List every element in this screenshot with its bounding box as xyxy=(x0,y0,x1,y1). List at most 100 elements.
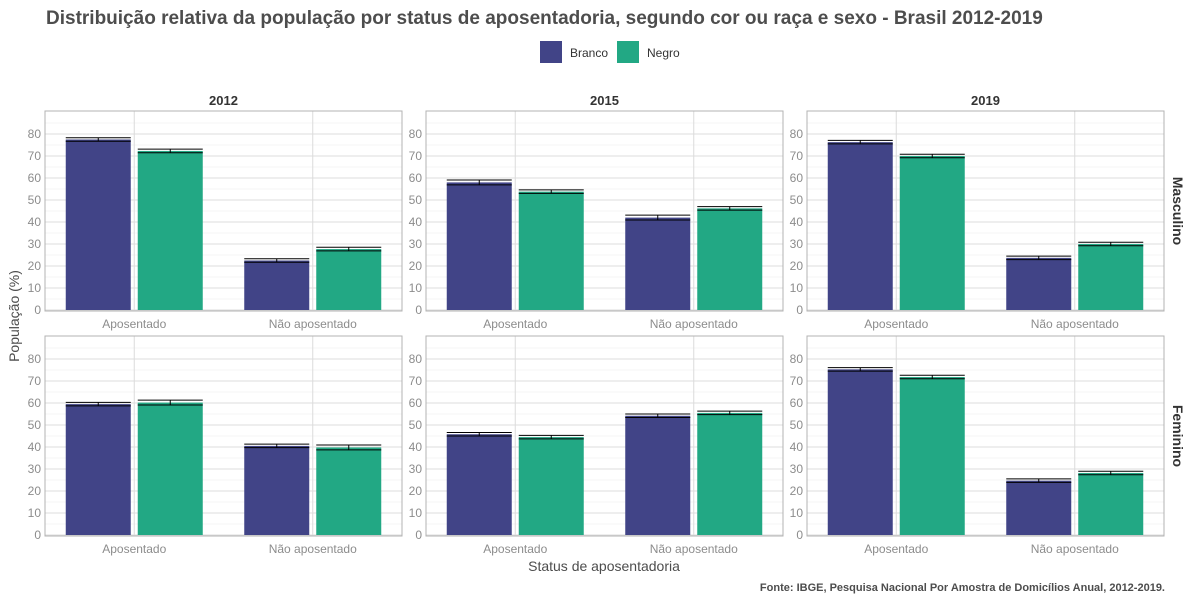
y-tick-label: 0 xyxy=(34,303,41,317)
bar-negro-nao-aposentado xyxy=(697,412,763,535)
y-tick-label: 50 xyxy=(790,193,804,207)
y-tick-label: 40 xyxy=(790,215,804,229)
x-tick-label: Não aposentado xyxy=(269,317,357,331)
error-bar-negro-aposentado xyxy=(518,434,584,440)
bar-negro-aposentado xyxy=(899,377,965,535)
error-bar-branco-aposentado xyxy=(65,401,131,407)
error-bar-negro-nao-aposentado xyxy=(316,444,382,451)
y-tick-label: 60 xyxy=(409,396,423,410)
x-tick-label: Aposentado xyxy=(102,317,166,331)
error-bar-negro-nao-aposentado xyxy=(697,410,763,416)
y-tick-label: 70 xyxy=(28,149,42,163)
bar-branco-nao-aposentado xyxy=(1006,257,1072,310)
y-tick-label: 40 xyxy=(409,440,423,454)
error-bar-negro-aposentado xyxy=(518,189,584,194)
error-bar-negro-nao-aposentado xyxy=(1078,470,1144,476)
bar-branco-nao-aposentado xyxy=(244,445,310,535)
bar-negro-aposentado xyxy=(518,437,584,535)
y-tick-label: 40 xyxy=(409,215,423,229)
y-tick-label: 70 xyxy=(409,374,423,388)
error-bar-negro-aposentado xyxy=(137,399,203,406)
panel-border xyxy=(44,110,403,312)
y-tick-label: 80 xyxy=(790,127,804,141)
y-tick-label: 0 xyxy=(415,528,422,542)
bar-negro-nao-aposentado xyxy=(316,447,382,535)
bar-negro-aposentado xyxy=(899,156,965,310)
legend-key-branco xyxy=(540,41,562,63)
y-tick-label: 70 xyxy=(409,149,423,163)
error-bar-negro-nao-aposentado xyxy=(316,246,382,252)
x-tick-label: Não aposentado xyxy=(269,542,357,556)
y-tick-label: 80 xyxy=(409,127,423,141)
facet-label-2012: 2012 xyxy=(209,93,238,108)
y-tick-label: 20 xyxy=(28,259,42,273)
error-bar-branco-aposentado xyxy=(446,431,512,437)
panel-border xyxy=(425,335,784,537)
y-tick-label: 50 xyxy=(28,193,42,207)
x-tick-label: Não aposentado xyxy=(1031,317,1119,331)
bar-branco-aposentado xyxy=(446,434,512,535)
x-tick-label: Não aposentado xyxy=(650,317,738,331)
y-tick-label: 30 xyxy=(790,462,804,476)
y-tick-label: 20 xyxy=(790,484,804,498)
bar-branco-nao-aposentado xyxy=(625,415,691,535)
y-tick-label: 20 xyxy=(409,484,423,498)
bar-negro-nao-aposentado xyxy=(1078,472,1144,535)
bar-branco-nao-aposentado xyxy=(625,217,691,310)
bar-negro-aposentado xyxy=(137,150,203,310)
y-tick-label: 70 xyxy=(28,374,42,388)
y-tick-label: 40 xyxy=(28,215,42,229)
y-tick-label: 60 xyxy=(28,396,42,410)
error-bar-branco-nao-aposentado xyxy=(625,413,691,419)
error-bar-branco-aposentado xyxy=(65,137,131,142)
panel-2019-feminino: 0 10 20 30 40 50 60 70 80 Aposentado Não aposentad… xyxy=(790,335,1186,556)
bar-branco-nao-aposentado xyxy=(244,260,310,310)
legend-label-branco: Branco xyxy=(570,46,608,60)
panel-border xyxy=(806,335,1165,537)
panel-2012-masculino: 0 10 20 30 40 50 60 70 80 Aposentado Não aposentad… xyxy=(28,93,403,331)
panel-2015-feminino: 0 10 20 30 40 50 60 70 80 Aposentado Não aposentad… xyxy=(409,335,784,556)
error-bar-negro-nao-aposentado xyxy=(1078,241,1144,247)
bar-negro-nao-aposentado xyxy=(316,249,382,310)
y-tick-label: 60 xyxy=(28,171,42,185)
error-bar-negro-aposentado xyxy=(137,148,203,154)
legend-label-negro: Negro xyxy=(647,46,680,60)
y-tick-label: 40 xyxy=(28,440,42,454)
y-tick-label: 10 xyxy=(28,506,42,520)
facet-label-masculino: Masculino xyxy=(1170,177,1186,245)
y-tick-label: 60 xyxy=(409,171,423,185)
error-bar-branco-nao-aposentado xyxy=(244,258,310,263)
y-tick-label: 50 xyxy=(409,418,423,432)
y-tick-label: 80 xyxy=(409,352,423,366)
caption: Fonte: IBGE, Pesquisa Nacional Por Amost… xyxy=(760,582,1165,594)
error-bar-branco-nao-aposentado xyxy=(244,443,310,449)
y-axis-title: População (%) xyxy=(6,270,22,362)
bar-branco-aposentado xyxy=(446,182,512,310)
bar-branco-nao-aposentado xyxy=(1006,480,1072,535)
y-tick-label: 50 xyxy=(790,418,804,432)
y-tick-label: 50 xyxy=(409,193,423,207)
y-tick-label: 20 xyxy=(28,484,42,498)
facet-label-2015: 2015 xyxy=(590,93,619,108)
y-tick-label: 0 xyxy=(796,303,803,317)
x-tick-label: Aposentado xyxy=(483,317,547,331)
legend: Branco Negro xyxy=(540,41,680,63)
error-bar-negro-nao-aposentado xyxy=(697,206,763,211)
error-bar-negro-aposentado xyxy=(899,374,965,380)
y-tick-label: 10 xyxy=(790,506,804,520)
y-tick-label: 30 xyxy=(790,237,804,251)
x-tick-label: Aposentado xyxy=(483,542,547,556)
panel-2019-masculino: 0 10 20 30 40 50 60 70 80 Aposentado Não aposentad… xyxy=(790,93,1186,331)
error-bar-branco-nao-aposentado xyxy=(625,214,691,221)
error-bar-branco-nao-aposentado xyxy=(1006,255,1072,261)
y-tick-label: 20 xyxy=(409,259,423,273)
bar-branco-aposentado xyxy=(65,139,131,310)
error-bar-branco-nao-aposentado xyxy=(1006,478,1072,483)
facet-panels: 0 10 20 30 40 50 60 70 80 Aposentado Não aposentad… xyxy=(28,93,1186,556)
y-tick-label: 10 xyxy=(790,281,804,295)
y-tick-label: 0 xyxy=(34,528,41,542)
y-tick-label: 0 xyxy=(796,528,803,542)
bar-branco-aposentado xyxy=(827,369,893,535)
y-tick-label: 80 xyxy=(28,352,42,366)
legend-key-negro xyxy=(617,41,639,63)
